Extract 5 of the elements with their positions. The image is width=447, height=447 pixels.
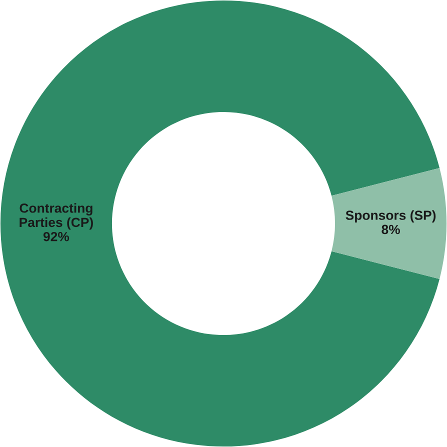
slice-label: Sponsors (SP) (346, 210, 436, 223)
data-label: 92% (43, 232, 70, 242)
slice-label: Contracting Parties (CP) (20, 203, 93, 230)
data-label: 8% (382, 224, 400, 234)
donut-slice (332, 168, 447, 279)
